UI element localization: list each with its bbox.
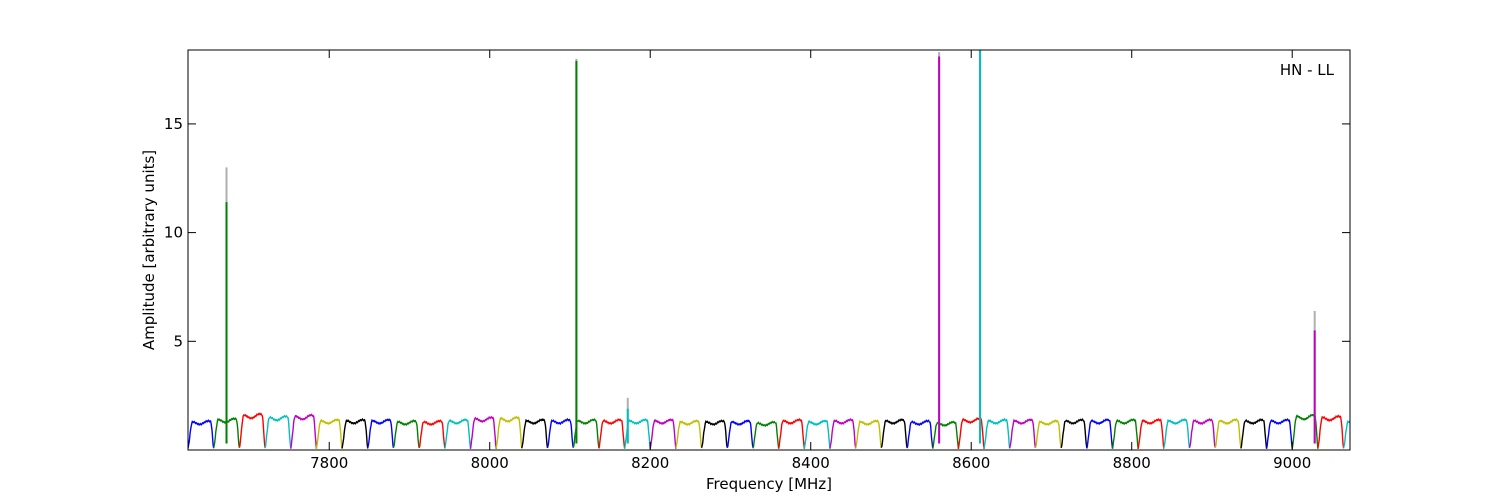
y-tick-label: 10 (164, 224, 183, 242)
band-trace (495, 415, 523, 449)
band-trace (829, 417, 857, 449)
band-trace (444, 418, 472, 449)
y-tick-label: 5 (173, 332, 183, 350)
band-trace (623, 418, 651, 450)
x-axis: 7800 8000 8200 8400 8600 8800 9000 (310, 50, 1311, 472)
band-trace (932, 420, 960, 449)
x-tick-label: 9000 (1273, 454, 1311, 472)
band-trace (1342, 419, 1350, 448)
band-trace (469, 415, 497, 450)
band-trace (983, 417, 1011, 449)
x-tick-label: 8200 (631, 454, 669, 472)
spectrum-traces (188, 50, 1350, 450)
y-tick-label: 15 (164, 115, 183, 133)
band-trace (726, 419, 754, 448)
band-trace (1163, 418, 1191, 449)
band-trace (906, 419, 934, 449)
band-trace (1214, 418, 1242, 449)
band-trace (1291, 413, 1319, 449)
band-trace (392, 419, 420, 448)
band-trace (675, 419, 703, 449)
plot-frame (187, 49, 1351, 451)
band-trace (1265, 417, 1293, 450)
band-trace (572, 418, 600, 449)
band-trace (777, 418, 805, 449)
band-trace (598, 418, 626, 449)
x-axis-title: Frequency [MHz] (706, 475, 832, 493)
baseline-annotation: HN - LL (1280, 61, 1335, 79)
band-trace (649, 418, 677, 449)
band-trace (855, 419, 882, 448)
band-trace (1034, 419, 1062, 448)
band-trace (1137, 418, 1165, 449)
x-tick-label: 8600 (952, 454, 990, 472)
band-trace (290, 413, 318, 449)
band-trace (418, 419, 446, 449)
band-trace (1317, 414, 1345, 449)
band-trace (367, 418, 395, 449)
band-trace (1086, 418, 1114, 449)
band-trace (803, 419, 831, 450)
band-trace (1188, 418, 1216, 448)
band-trace (264, 414, 292, 449)
band-trace (700, 419, 728, 448)
y-axis: 5 10 15 (164, 115, 1350, 350)
band-trace (341, 417, 369, 449)
band-trace (1240, 417, 1268, 449)
x-tick-label: 7800 (310, 454, 348, 472)
x-tick-label: 8000 (471, 454, 509, 472)
band-trace (315, 418, 343, 450)
x-tick-label: 8400 (792, 454, 830, 472)
band-trace (521, 418, 549, 449)
band-trace (546, 417, 574, 448)
x-tick-label: 8800 (1113, 454, 1151, 472)
band-trace (1009, 418, 1037, 449)
band-trace (188, 419, 215, 449)
band-trace (880, 418, 908, 448)
y-axis-title: Amplitude [arbitrary units] (140, 150, 158, 350)
band-trace (1111, 418, 1139, 450)
band-trace (1060, 418, 1088, 449)
band-trace (752, 420, 780, 449)
band-trace (238, 412, 266, 448)
